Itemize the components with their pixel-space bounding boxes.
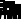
Bar — [12, 13, 14, 14]
Bar — [15, 6, 17, 14]
Text: Figure 3: Figure 3 — [0, 4, 21, 19]
Bar — [5, 3, 6, 14]
Bar — [10, 12, 11, 14]
Bar — [18, 8, 19, 14]
